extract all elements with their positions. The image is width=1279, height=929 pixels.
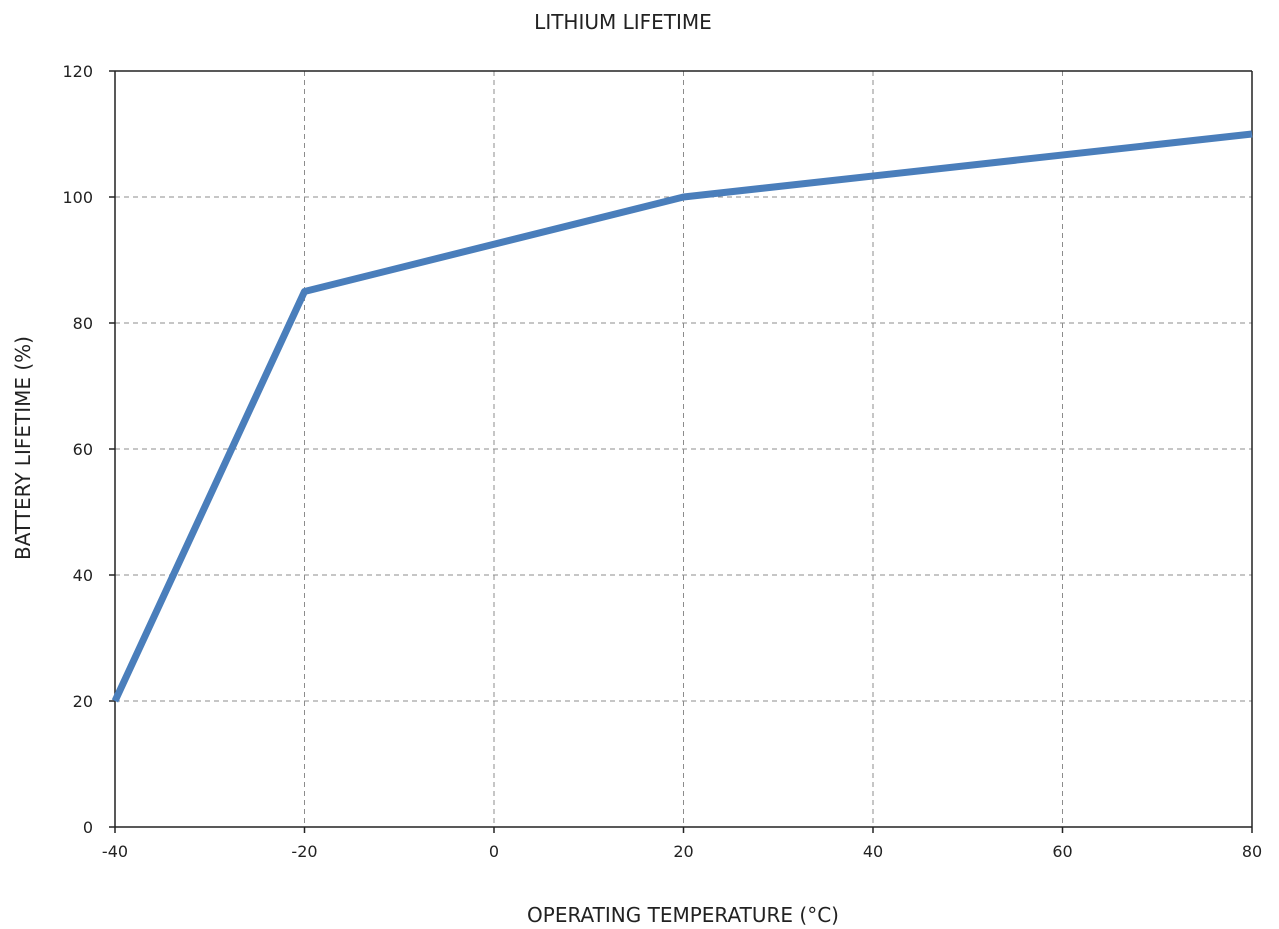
x-tick-label: 80 [1242,842,1262,861]
series-layer [111,130,1253,703]
y-tick-label: 0 [83,818,93,837]
x-tick-label: 20 [673,842,693,861]
series-line-0 [111,130,1253,703]
chart-title: LITHIUM LIFETIME [534,10,712,34]
x-axis-title: OPERATING TEMPERATURE (°C) [527,903,839,927]
ticks: -40 -20 0 20 40 60 80 0 20 40 60 80 100 120 [62,62,1262,861]
y-tick-label: 80 [73,314,93,333]
x-tick-label: 40 [863,842,883,861]
y-tick-label: 60 [73,440,93,459]
grid [115,71,1252,827]
y-tick-label: 40 [73,566,93,585]
y-axis-title: BATTERY LIFETIME (%) [11,336,35,560]
x-tick-label: 0 [489,842,499,861]
x-tick-label: -40 [102,842,128,861]
y-tick-label: 100 [62,188,93,207]
x-tick-label: 60 [1052,842,1072,861]
y-tick-label: 120 [62,62,93,81]
x-tick-label: -20 [291,842,317,861]
y-tick-label: 20 [73,692,93,711]
